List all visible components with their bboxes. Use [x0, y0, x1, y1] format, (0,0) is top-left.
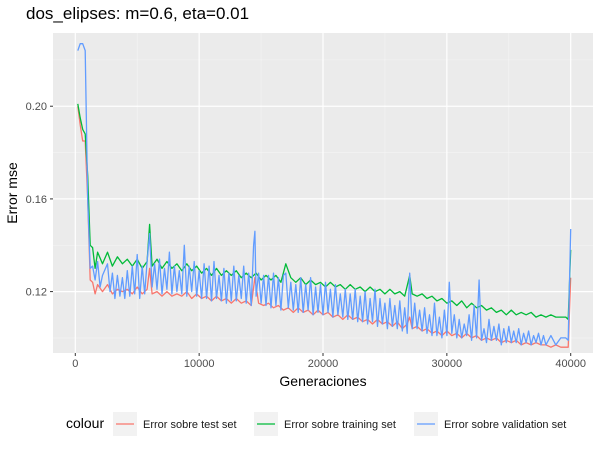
grid-major	[53, 33, 593, 353]
x-axis: 0 10000 20000 30000 40000	[72, 353, 586, 370]
legend-title: colour	[66, 415, 104, 431]
y-axis: 0.12 0.16 0.20	[26, 101, 53, 299]
y-tick-label: 0.16	[26, 194, 47, 206]
x-axis-title: Generaciones	[279, 373, 366, 389]
y-tick-label: 0.12	[26, 287, 47, 299]
x-tick-label: 0	[72, 358, 78, 370]
x-tick-label: 40000	[555, 358, 586, 370]
x-tick-label: 10000	[184, 358, 215, 370]
y-tick-label: 0.20	[26, 101, 47, 113]
series-line-2	[77, 103, 572, 321]
series-layer	[77, 43, 572, 348]
x-tick-label: 20000	[308, 358, 339, 370]
legend: colour Error sobre test set Error sobre t…	[66, 412, 566, 436]
y-axis-title: Error mse	[4, 162, 20, 224]
x-tick-label: 30000	[432, 358, 463, 370]
legend-label-2: Error sobre training set	[284, 419, 396, 431]
legend-label-1: Error sobre test set	[143, 419, 237, 431]
legend-label-3: Error sobre validation set	[444, 419, 566, 431]
series-line-3	[77, 43, 572, 346]
chart-title: dos_elipses: m=0.6, eta=0.01	[26, 4, 249, 23]
